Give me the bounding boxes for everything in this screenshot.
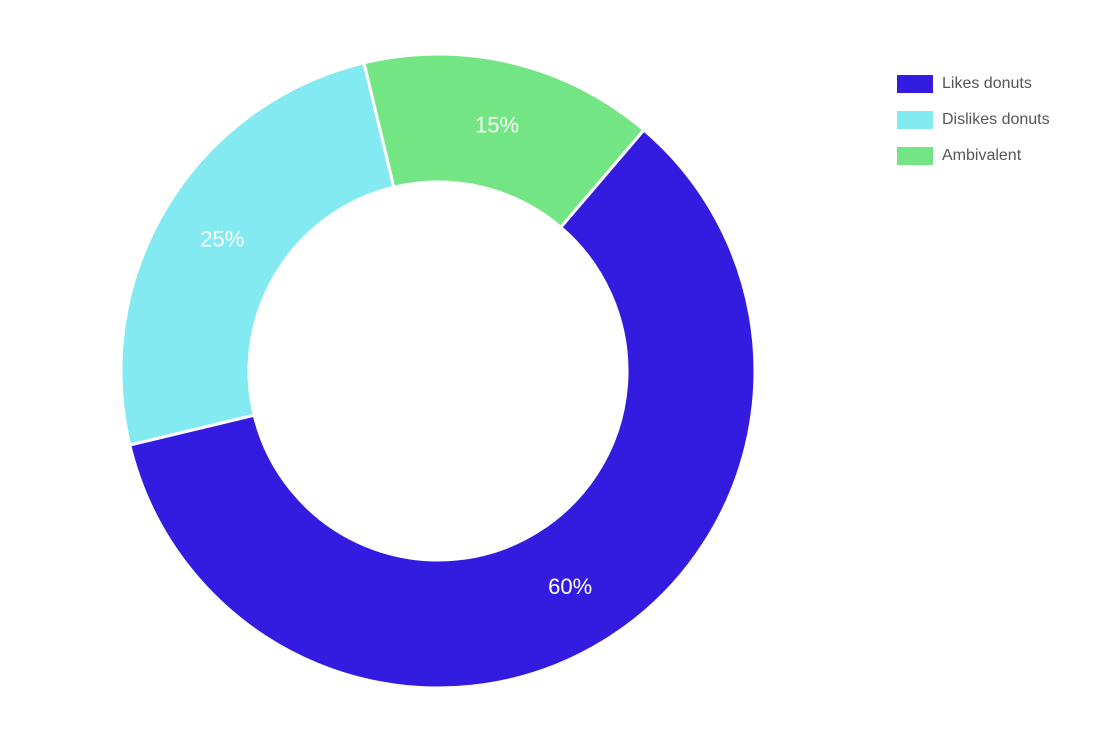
slice-likes-donuts[interactable]: [127, 127, 757, 690]
legend-swatch: [897, 111, 933, 129]
slice-value-label: 60%: [548, 574, 592, 599]
slice-ambivalent[interactable]: [362, 52, 646, 230]
legend-swatch: [897, 147, 933, 165]
slice-value-label: 25%: [200, 226, 244, 251]
chart-value-labels: 60% 25% 15%: [200, 112, 592, 599]
legend-item-ambivalent[interactable]: Ambivalent: [897, 138, 1097, 174]
chart-slices: [119, 52, 757, 690]
chart-legend: Likes donuts Dislikes donuts Ambivalent: [897, 66, 1097, 174]
slice-value-label: 15%: [475, 112, 519, 137]
slice-dislikes-donuts[interactable]: [119, 60, 396, 447]
legend-swatch: [897, 75, 933, 93]
legend-label: Likes donuts: [942, 75, 1032, 92]
legend-label: Ambivalent: [942, 147, 1022, 164]
legend-item-dislikes-donuts[interactable]: Dislikes donuts: [897, 102, 1097, 138]
legend-label: Dislikes donuts: [942, 111, 1050, 128]
legend-item-likes-donuts[interactable]: Likes donuts: [897, 66, 1097, 102]
